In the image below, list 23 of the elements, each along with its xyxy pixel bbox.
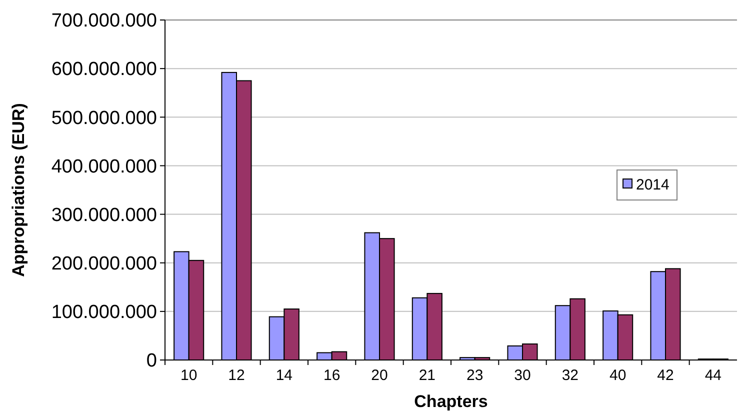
x-tick-label: 44: [704, 367, 722, 384]
x-tick-label: 12: [228, 367, 245, 384]
x-tick-label: 32: [562, 367, 579, 384]
y-tick-label: 200.000.000: [51, 254, 157, 275]
x-tick-label: 40: [609, 367, 626, 384]
x-tick-label: 14: [276, 367, 293, 384]
x-tick-label: 30: [514, 367, 531, 384]
y-tick-label: 600.000.000: [51, 59, 157, 80]
x-tick-label: 21: [418, 367, 436, 384]
x-tick-label: 10: [180, 367, 198, 384]
y-tick-label: 700.000.000: [51, 10, 157, 32]
y-tick-label: 500.000.000: [51, 108, 157, 129]
legend-label: 2014: [636, 176, 670, 194]
y-axis-title: Appropriations (EUR): [9, 103, 28, 277]
x-tick-label: 16: [323, 367, 340, 384]
y-tick-label: 100.000.000: [51, 302, 157, 324]
x-tick-label: 42: [657, 367, 674, 384]
y-tick-label: 300.000.000: [51, 204, 157, 226]
x-axis-title: Chapters: [414, 392, 488, 411]
y-tick-label: 400.000.000: [51, 156, 157, 178]
x-tick-label: 20: [371, 367, 388, 384]
x-tick-label: 23: [466, 367, 484, 384]
y-tick-label: 0: [146, 350, 157, 372]
